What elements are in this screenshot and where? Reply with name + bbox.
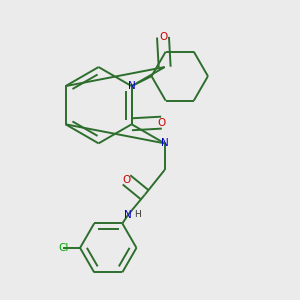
- Text: H: H: [134, 210, 141, 219]
- Text: O: O: [158, 118, 166, 128]
- Text: N: N: [128, 81, 136, 91]
- Text: O: O: [122, 175, 130, 185]
- Text: Cl: Cl: [58, 243, 69, 253]
- Text: O: O: [159, 32, 167, 42]
- Text: N: N: [161, 138, 169, 148]
- Text: N: N: [124, 210, 132, 220]
